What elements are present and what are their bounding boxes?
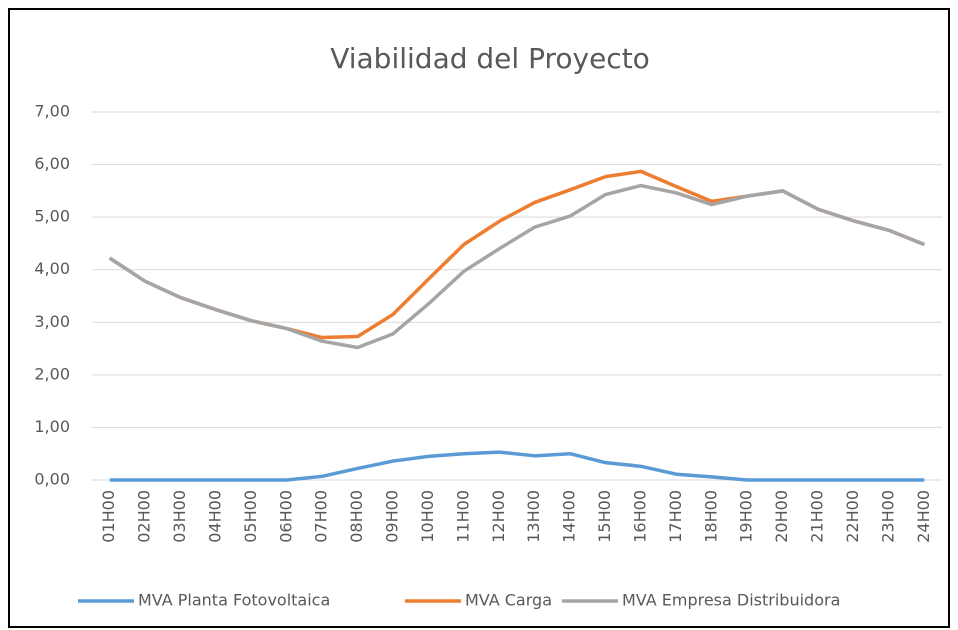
x-tick-label: 10H00 [418,490,437,543]
x-tick-label: 17H00 [666,490,685,543]
x-tick-label: 14H00 [560,490,579,543]
x-tick-label: 13H00 [524,490,543,543]
y-tick-label: 5,00 [34,207,70,226]
x-tick-label: 21H00 [808,490,827,543]
x-tick-label: 05H00 [241,490,260,543]
x-tick-label: 06H00 [276,490,295,543]
x-tick-label: 24H00 [914,490,933,543]
y-tick-label: 4,00 [34,259,70,278]
legend-label: MVA Planta Fotovoltaica [138,591,330,610]
x-tick-label: 23H00 [878,490,897,543]
x-tick-label: 19H00 [737,490,756,543]
legend-label: MVA Carga [465,591,552,610]
x-tick-label: 09H00 [383,490,402,543]
x-tick-label: 18H00 [701,490,720,543]
y-tick-label: 1,00 [34,417,70,436]
series-line [108,183,925,350]
x-tick-label: 02H00 [135,490,154,543]
y-tick-label: 2,00 [34,364,70,383]
x-tick-label: 20H00 [772,490,791,543]
chart-title: Viabilidad del Proyecto [330,42,650,75]
x-tick-label: 03H00 [170,490,189,543]
y-tick-label: 0,00 [34,470,70,489]
x-tick-label: 11H00 [453,490,472,543]
x-tick-label: 15H00 [595,490,614,543]
x-tick-label: 12H00 [489,490,508,543]
x-tick-label: 22H00 [843,490,862,543]
series-line [109,450,925,482]
y-tick-label: 6,00 [34,154,70,173]
y-tick-label: 7,00 [34,102,70,121]
y-tick-label: 3,00 [34,312,70,331]
legend-label: MVA Empresa Distribuidora [622,591,840,610]
x-tick-label: 16H00 [630,490,649,543]
x-tick-label: 08H00 [347,490,366,543]
x-tick-label: 07H00 [312,490,331,543]
x-tick-label: 04H00 [205,490,224,543]
x-tick-label: 01H00 [99,490,118,543]
